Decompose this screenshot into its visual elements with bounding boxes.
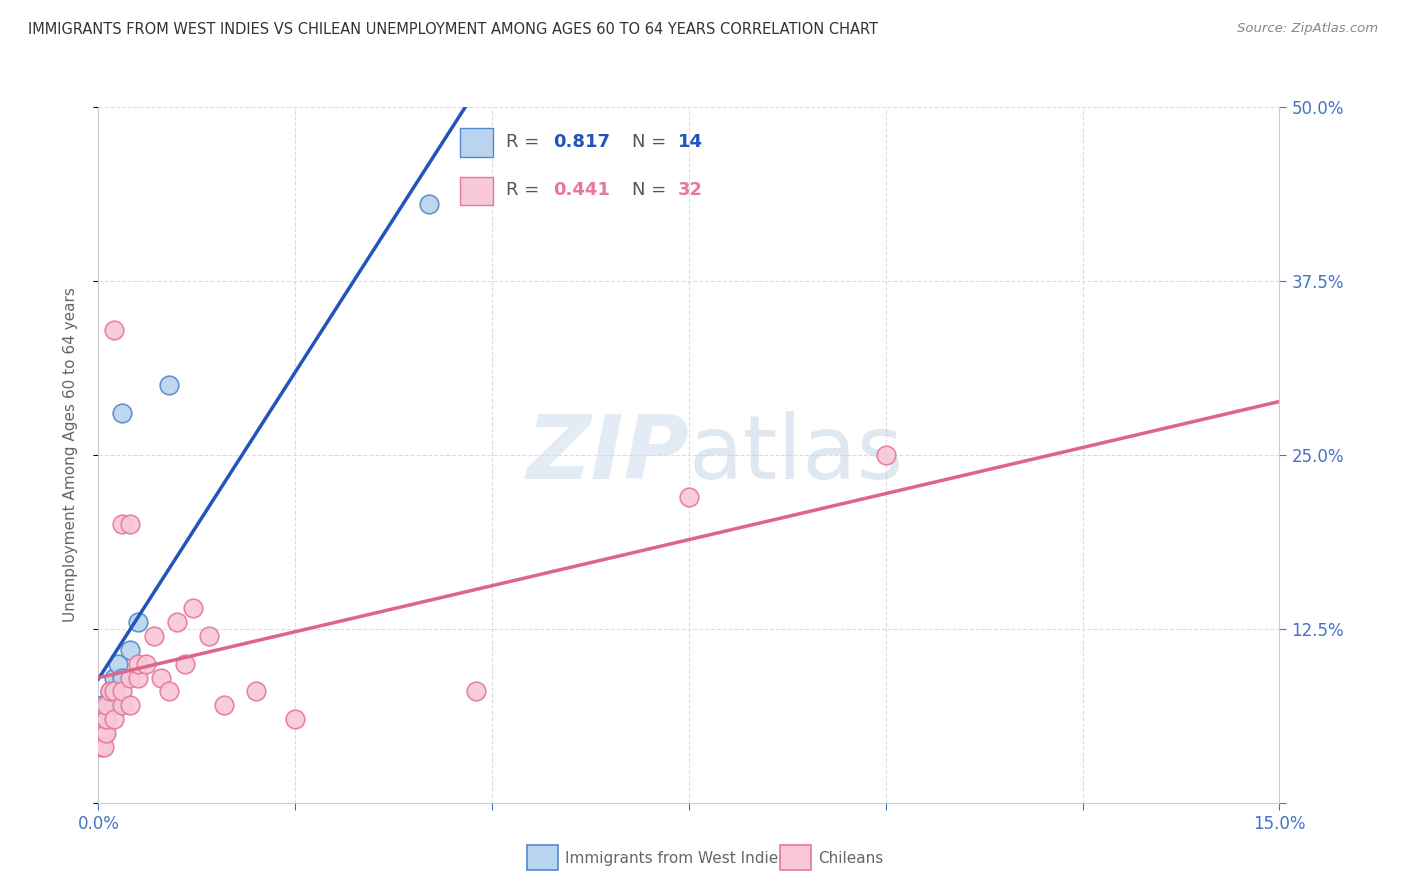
Point [118, 698, 141, 713]
Point [174, 657, 197, 671]
Point [90, 740, 112, 755]
Point [96, 712, 118, 726]
Text: IMMIGRANTS FROM WEST INDIES VS CHILEAN UNEMPLOYMENT AMONG AGES 60 TO 64 YEARS CO: IMMIGRANTS FROM WEST INDIES VS CHILEAN U… [28, 22, 879, 37]
Point [135, 657, 157, 671]
Point [465, 684, 488, 698]
Point [111, 698, 134, 713]
Point [157, 684, 180, 698]
Point [284, 712, 307, 726]
Text: atlas: atlas [689, 411, 904, 499]
Point [96, 712, 118, 726]
Point [96, 726, 118, 740]
Point [103, 712, 125, 726]
Point [118, 671, 141, 685]
Point [418, 197, 440, 211]
Point [118, 517, 141, 532]
Point [91, 698, 114, 713]
Point [93, 726, 115, 740]
Point [111, 671, 134, 685]
Point [245, 684, 267, 698]
Point [127, 657, 149, 671]
Point [127, 671, 149, 685]
Point [118, 642, 141, 657]
Point [111, 517, 134, 532]
Point [103, 698, 125, 713]
Point [197, 629, 219, 643]
Point [181, 601, 204, 615]
Point [91, 726, 114, 740]
Point [96, 698, 118, 713]
Point [107, 657, 129, 671]
Point [214, 698, 236, 713]
Point [111, 684, 134, 698]
Point [678, 490, 700, 504]
Text: Source: ZipAtlas.com: Source: ZipAtlas.com [1237, 22, 1378, 36]
Text: ZIP: ZIP [526, 411, 689, 499]
Text: Chileans: Chileans [818, 851, 883, 865]
Point [142, 629, 165, 643]
Point [111, 406, 134, 420]
Point [875, 448, 897, 462]
Point [103, 684, 125, 698]
Point [157, 378, 180, 392]
Point [98, 684, 121, 698]
Text: Immigrants from West Indies: Immigrants from West Indies [565, 851, 786, 865]
Point [166, 615, 188, 629]
Y-axis label: Unemployment Among Ages 60 to 64 years: Unemployment Among Ages 60 to 64 years [63, 287, 77, 623]
Point [98, 684, 121, 698]
Point [150, 671, 173, 685]
Point [103, 671, 125, 685]
Point [97, 698, 120, 713]
Point [103, 323, 125, 337]
Point [127, 615, 149, 629]
Point [93, 740, 115, 755]
